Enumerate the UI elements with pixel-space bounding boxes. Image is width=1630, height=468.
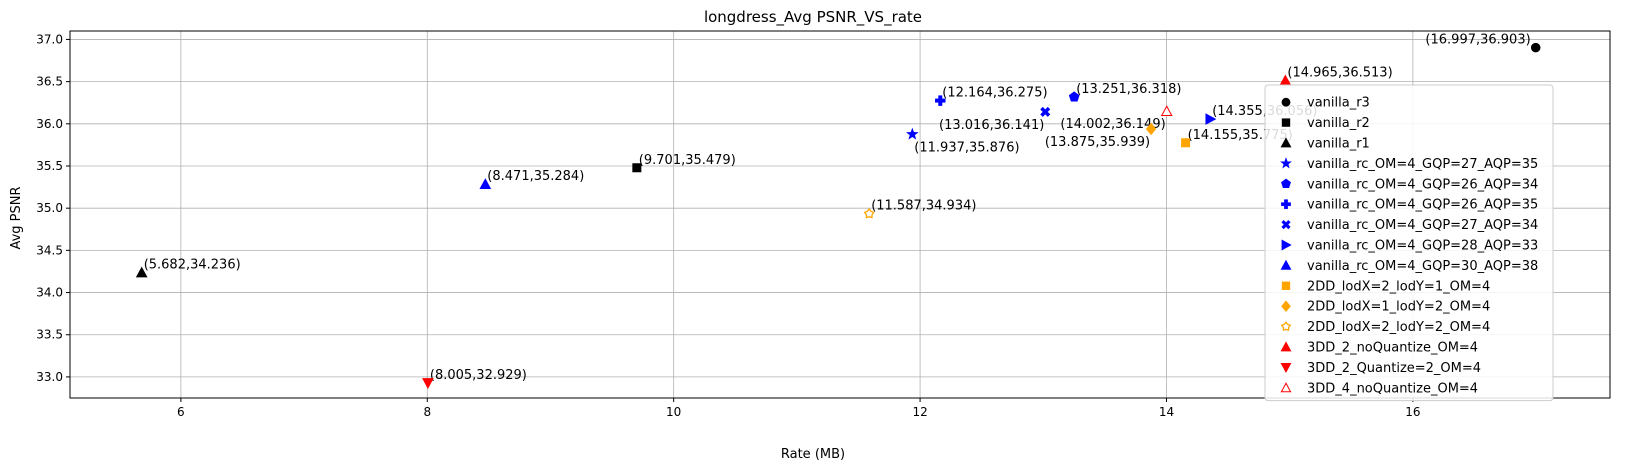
legend-marker (1280, 321, 1292, 332)
legend-label: 3DD_2_Quantize=2_OM=4 (1307, 361, 1481, 376)
legend-label: vanilla_r2 (1307, 116, 1370, 131)
data-point (1160, 105, 1173, 116)
data-label: (5.682,34.236) (144, 258, 241, 273)
data-label: (13.016,36.141) (939, 118, 1044, 133)
legend-label: vanilla_r3 (1307, 96, 1370, 111)
data-point (135, 266, 148, 278)
legend-marker (1281, 118, 1291, 127)
data-point (422, 378, 434, 389)
data-point (632, 163, 642, 173)
legend-marker (1281, 300, 1291, 313)
data-label: (13.875,35.939) (1045, 135, 1150, 150)
data-point (1530, 42, 1541, 53)
data-label: (11.937,35.876) (914, 140, 1019, 155)
data-point (1145, 122, 1157, 136)
data-point (905, 127, 919, 140)
legend-box (1264, 84, 1554, 402)
legend-marker (1280, 157, 1292, 169)
legend-marker (1281, 220, 1291, 230)
legend-label: vanilla_rc_OM=4_GQP=27_AQP=35 (1307, 157, 1538, 172)
legend: vanilla_r3 vanilla_r2 vanilla_r1 vanilla_rc… (1264, 84, 1554, 402)
y-tick-label: 33.5 (36, 328, 63, 342)
legend-label: 3DD_2_noQuantize_OM=4 (1307, 341, 1478, 356)
data-point (1068, 91, 1080, 102)
legend-label: 3DD_4_noQuantize_OM=4 (1307, 381, 1478, 396)
legend-label: vanilla_rc_OM=4_GQP=26_AQP=35 (1307, 198, 1538, 213)
y-tick-label: 35.0 (36, 201, 63, 215)
data-label: (14.965,36.513) (1287, 66, 1392, 81)
y-tick-label: 37.0 (36, 32, 63, 46)
legend-label: vanilla_rc_OM=4_GQP=30_AQP=38 (1307, 259, 1538, 274)
y-tick-label: 36.5 (36, 75, 63, 89)
legend-label: 2DD_lodX=2_lodY=1_OM=4 (1307, 279, 1490, 294)
data-label: (8.471,35.284) (487, 169, 584, 184)
legend-marker (1280, 382, 1292, 393)
x-tick-label: 8 (423, 405, 431, 419)
legend-marker (1280, 137, 1292, 148)
axis-ticks: 6 8 10 12 14 16 33.0 33.5 34.0 34.5 35.0 35.5 36.0 36… (36, 32, 1420, 419)
legend-label: 2DD_lodX=1_lodY=2_OM=4 (1307, 300, 1490, 315)
y-tick-label: 33.0 (36, 370, 63, 384)
data-label: (9.701,35.479) (639, 153, 736, 168)
legend-label: vanilla_rc_OM=4_GQP=28_AQP=33 (1307, 239, 1538, 254)
data-label: (14.002,36.149) (1060, 117, 1165, 132)
legend-marker (1280, 259, 1292, 270)
point-labels: (16.997,36.903) (9.701,35.479) (5.682,34.2… (144, 33, 1531, 383)
data-point (1040, 106, 1051, 117)
legend-marker (1281, 97, 1291, 107)
x-tick-label: 16 (1405, 405, 1420, 419)
legend-marker (1281, 178, 1291, 189)
data-label: (12.164,36.275) (942, 86, 1047, 101)
data-point (1181, 138, 1191, 148)
legend-label: vanilla_r1 (1307, 137, 1370, 152)
data-point (863, 207, 875, 219)
data-label: (8.005,32.929) (430, 368, 527, 383)
x-tick-label: 10 (666, 405, 681, 419)
legend-label: vanilla_rc_OM=4_GQP=27_AQP=34 (1307, 218, 1538, 233)
y-tick-label: 34.5 (36, 243, 63, 257)
legend-label: vanilla_rc_OM=4_GQP=26_AQP=34 (1307, 177, 1538, 192)
x-axis-label: Rate (MB) (781, 447, 845, 462)
legend-marker (1280, 362, 1292, 374)
x-tick-label: 12 (912, 405, 927, 419)
legend-marker (1281, 239, 1292, 251)
legend-marker (1281, 281, 1291, 290)
chart-title: longdress_Avg PSNR_VS_rate (704, 8, 922, 27)
data-point (935, 95, 946, 106)
data-label: (13.251,36.318) (1076, 82, 1181, 97)
plot-area-frame (69, 30, 1611, 399)
data-label: (11.587,34.934) (871, 199, 976, 214)
y-tick-label: 35.5 (36, 159, 63, 173)
y-tick-label: 34.0 (36, 286, 63, 300)
y-axis-label: Avg PSNR (9, 186, 24, 249)
legend-marker (1280, 341, 1292, 352)
data-point (1205, 113, 1217, 125)
data-point (479, 178, 492, 189)
x-tick-label: 6 (177, 405, 185, 419)
x-tick-label: 14 (1159, 405, 1174, 419)
data-label: (16.997,36.903) (1425, 33, 1530, 48)
data-points (135, 42, 1541, 389)
y-tick-label: 36.0 (36, 117, 63, 131)
legend-label: 2DD_lodX=2_lodY=2_OM=4 (1307, 320, 1490, 335)
legend-marker (1281, 199, 1291, 210)
